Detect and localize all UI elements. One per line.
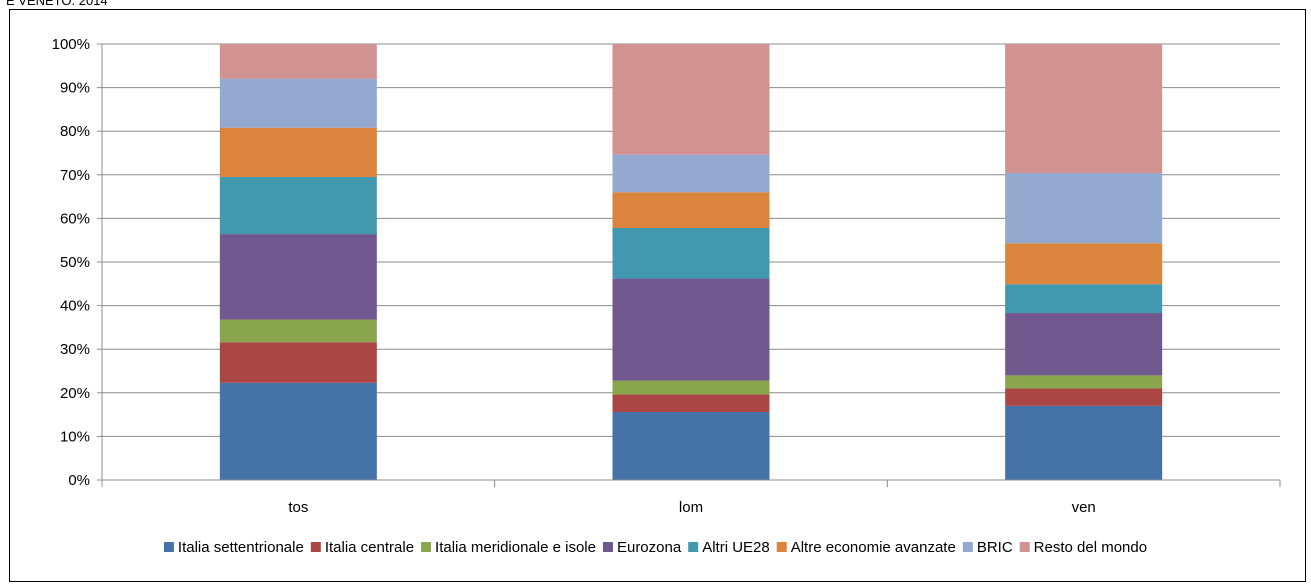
chart-title-clipped: E VENETO. 2014 bbox=[6, 0, 108, 8]
bar-segment-lom-8 bbox=[612, 44, 770, 155]
bar-segment-ven-6 bbox=[1005, 243, 1163, 285]
legend-swatch bbox=[688, 542, 699, 552]
legend-label: Italia settentrionale bbox=[178, 539, 304, 556]
legend-label: BRIC bbox=[977, 539, 1013, 556]
legend-swatch bbox=[310, 542, 321, 552]
legend: Italia settentrionale Italia centrale Ital… bbox=[163, 539, 1147, 556]
y-tick-label: 90% bbox=[60, 80, 90, 97]
legend-label: Eurozona bbox=[617, 539, 682, 556]
legend-swatch bbox=[962, 542, 973, 552]
x-tick-label: tos bbox=[288, 499, 308, 516]
legend-swatch bbox=[602, 542, 613, 552]
y-tick-label: 100% bbox=[52, 36, 90, 53]
legend-swatch bbox=[1019, 542, 1030, 552]
y-tick-label: 70% bbox=[60, 167, 90, 184]
bar-segment-tos-7 bbox=[219, 78, 377, 128]
bar-segment-lom-2 bbox=[612, 394, 770, 412]
bar-segment-lom-7 bbox=[612, 154, 770, 193]
bar-segment-tos-4 bbox=[219, 234, 377, 320]
bar-segment-ven-2 bbox=[1005, 388, 1163, 406]
y-tick-label: 0% bbox=[68, 472, 90, 489]
legend-label: Altre economie avanzate bbox=[791, 539, 956, 556]
legend-label: Italia centrale bbox=[325, 539, 414, 556]
bar-segment-ven-8 bbox=[1005, 44, 1163, 174]
legend-label: Resto del mondo bbox=[1034, 539, 1147, 556]
legend-item: Altre economie avanzate bbox=[776, 539, 956, 556]
bar-stacks bbox=[219, 44, 1163, 480]
legend-label: Italia meridionale e isole bbox=[435, 539, 596, 556]
legend-swatch bbox=[421, 542, 432, 552]
bar-segment-lom-4 bbox=[612, 278, 770, 381]
axes: 0% 10% 20% 30% 40% 50% 60% 70% 80% 90% 100% tos lom v… bbox=[52, 36, 1281, 516]
legend-swatch bbox=[776, 542, 787, 552]
y-tick-label: 30% bbox=[60, 341, 90, 358]
bar-segment-lom-3 bbox=[612, 380, 770, 395]
x-tick-label: ven bbox=[1072, 499, 1096, 516]
bar-segment-lom-5 bbox=[612, 227, 770, 279]
bar-segment-tos-8 bbox=[219, 44, 377, 79]
y-tick-label: 60% bbox=[60, 210, 90, 227]
x-tick-label: lom bbox=[679, 499, 703, 516]
y-tick-label: 40% bbox=[60, 298, 90, 315]
bar-segment-ven-5 bbox=[1005, 284, 1163, 314]
legend-item: Altri UE28 bbox=[688, 539, 770, 556]
legend-item: Italia centrale bbox=[310, 539, 414, 556]
legend-item: BRIC bbox=[962, 539, 1013, 556]
bar-segment-lom-1 bbox=[612, 411, 770, 480]
legend-item: Italia settentrionale bbox=[163, 539, 304, 556]
bar-segment-lom-6 bbox=[612, 192, 770, 228]
bar-segment-tos-3 bbox=[219, 319, 377, 343]
bar-segment-ven-4 bbox=[1005, 313, 1163, 376]
bar-segment-tos-1 bbox=[219, 382, 377, 480]
bar-segment-tos-6 bbox=[219, 127, 377, 177]
bar-segment-tos-2 bbox=[219, 342, 377, 383]
legend-item: Eurozona bbox=[602, 539, 682, 556]
bar-segment-ven-3 bbox=[1005, 375, 1163, 389]
bar-segment-ven-7 bbox=[1005, 173, 1163, 244]
chart-frame bbox=[9, 9, 1306, 582]
legend-swatch bbox=[163, 542, 174, 552]
legend-item: Italia meridionale e isole bbox=[421, 539, 596, 556]
bar-segment-tos-5 bbox=[219, 176, 377, 235]
y-tick-label: 80% bbox=[60, 123, 90, 140]
legend-label: Altri UE28 bbox=[702, 539, 770, 556]
y-tick-label: 20% bbox=[60, 385, 90, 402]
y-tick-label: 50% bbox=[60, 254, 90, 271]
bar-segment-ven-1 bbox=[1005, 405, 1163, 480]
y-tick-label: 10% bbox=[60, 428, 90, 445]
legend-item: Resto del mondo bbox=[1019, 539, 1147, 556]
